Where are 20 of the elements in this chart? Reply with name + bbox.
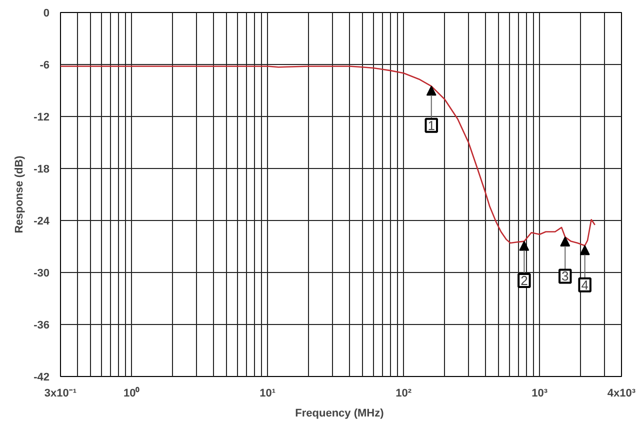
y-tick-label: 0 (43, 8, 50, 20)
annotation: 2 (520, 273, 528, 288)
y-tick-label: -12 (34, 112, 50, 124)
annotation: 4 (581, 277, 588, 292)
y-tick-label: -6 (40, 60, 50, 72)
annotation: 3 (562, 268, 569, 284)
y-tick-label: -18 (34, 164, 50, 176)
x-tick-label: 10² (396, 388, 412, 400)
x-axis-title: Frequency (MHz) (295, 408, 384, 420)
y-tick-label: -24 (34, 216, 50, 228)
annotation: 1 (428, 118, 435, 133)
x-tick-label: 10⁰ (123, 386, 140, 400)
y-tick-label: -36 (34, 320, 50, 332)
y-tick-label: -42 (34, 372, 50, 384)
x-tick-label: 3x10⁻¹ (44, 388, 77, 400)
x-tick-label: 4x10³ (607, 388, 636, 400)
x-tick-label: 10¹ (260, 388, 276, 400)
y-axis-title: Response (dB) (14, 155, 26, 234)
y-tick-label: -30 (34, 268, 50, 280)
x-tick-label: 10³ (532, 388, 548, 400)
